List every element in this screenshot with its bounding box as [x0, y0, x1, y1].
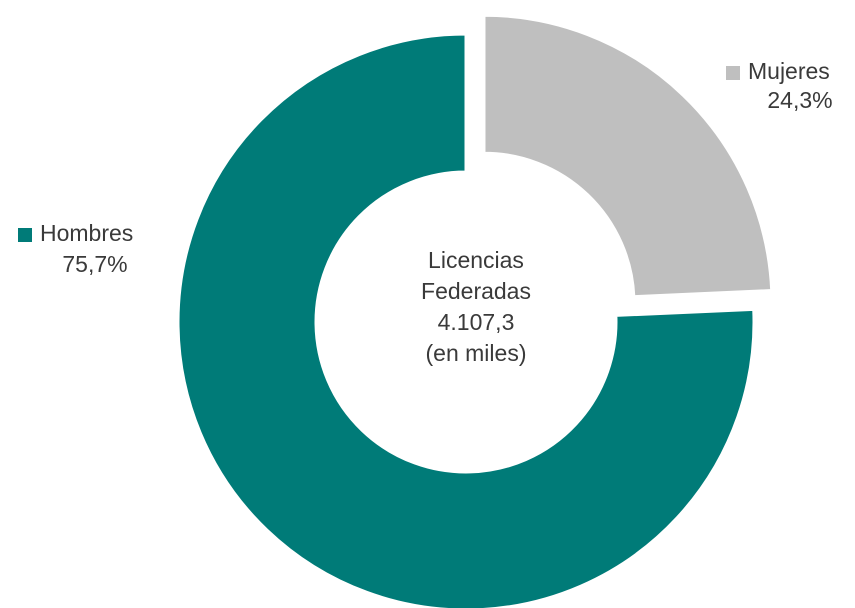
center-text: Licencias [428, 247, 524, 273]
donut-slice [482, 13, 774, 299]
value-label: 75,7% [62, 251, 127, 277]
donut-slice [176, 32, 756, 608]
center-text: (en miles) [426, 340, 527, 366]
legend-swatch [18, 228, 32, 242]
legend-label: Mujeres [748, 58, 830, 84]
value-label: 24,3% [767, 87, 832, 113]
legend-swatch [726, 66, 740, 80]
center-text: Federadas [421, 278, 531, 304]
legend-label: Hombres [40, 220, 133, 246]
center-text: 4.107,3 [438, 309, 515, 335]
